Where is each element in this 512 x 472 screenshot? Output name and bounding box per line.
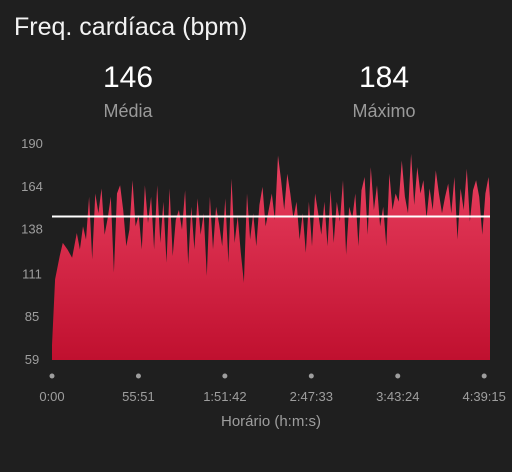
x-tick-label: 0:00	[39, 389, 64, 404]
x-tick-dot	[308, 373, 314, 379]
y-tick-label: 85	[25, 309, 39, 324]
maximum-label: Máximo	[352, 101, 416, 121]
maximum-stat: 184 Máximo	[314, 60, 454, 122]
heart-rate-area	[52, 153, 490, 360]
x-axis-ticks: 0:00 55:51 1:51:42 2:47:33 3:43:24 4:39:15	[39, 373, 506, 404]
average-stat: 146 Média	[58, 60, 198, 122]
average-value: 146	[102, 61, 154, 94]
average-label: Média	[103, 101, 153, 121]
x-tick-dot	[395, 373, 401, 379]
y-axis-labels: 190 164 138 111 85 59	[21, 136, 43, 367]
x-tick-dot	[481, 373, 487, 379]
maximum-value: 184	[358, 61, 410, 94]
x-tick-dot	[222, 373, 228, 379]
heart-rate-chart-svg: 190 164 138 111 85 59 0:00 55:51 1:51:42 2:47:33…	[21, 136, 506, 430]
x-tick-label: 4:39:15	[463, 389, 506, 404]
x-tick-label: 3:43:24	[376, 389, 419, 404]
y-tick-label: 190	[21, 136, 43, 151]
x-tick-label: 55:51	[122, 389, 155, 404]
plot-area	[52, 153, 490, 360]
y-tick-label: 164	[21, 179, 43, 194]
x-tick-label: 2:47:33	[290, 389, 333, 404]
x-axis-title: Horário (h:m:s)	[221, 413, 321, 430]
x-tick-dot	[49, 373, 55, 379]
heart-rate-chart: 190 164 138 111 85 59 0:00 55:51 1:51:42 2:47:33…	[0, 130, 512, 435]
y-tick-label: 59	[25, 352, 39, 367]
y-tick-label: 111	[22, 266, 42, 281]
y-tick-label: 138	[21, 222, 43, 237]
x-tick-label: 1:51:42	[203, 389, 246, 404]
page-title: Freq. cardíaca (bpm)	[14, 13, 248, 41]
x-tick-dot	[135, 373, 141, 379]
